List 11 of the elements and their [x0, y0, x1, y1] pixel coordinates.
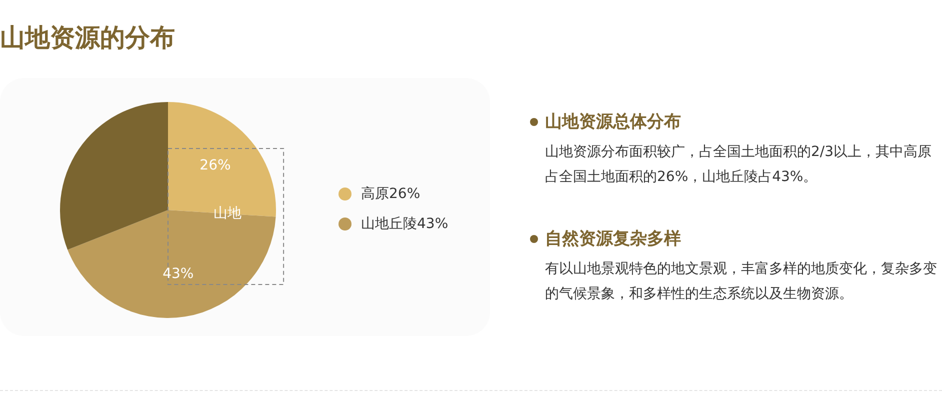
legend-label: 山地丘陵43%: [361, 216, 448, 232]
text: 有以山地景观特色的地文景观，丰富多样的地质变化，复杂多变的气候景象，和多样性的生态系统以及生物资源。: [545, 261, 937, 302]
text: 山地资源总体分布: [545, 112, 681, 132]
text: 山地资源分布面积较广，占全国土地面积的2/3以上，其中高原占全国土地面积的26%，山地丘陵占43%。: [545, 144, 932, 185]
legend-label: 高原26%: [361, 186, 420, 202]
text: 自然资源复杂多样: [545, 229, 681, 249]
pie-slice: [60, 102, 168, 250]
data-label: 26%: [200, 158, 231, 174]
text: 山地: [213, 206, 242, 222]
chart-title: 山地资源的分布: [0, 22, 175, 54]
data-label: 43%: [162, 266, 194, 282]
